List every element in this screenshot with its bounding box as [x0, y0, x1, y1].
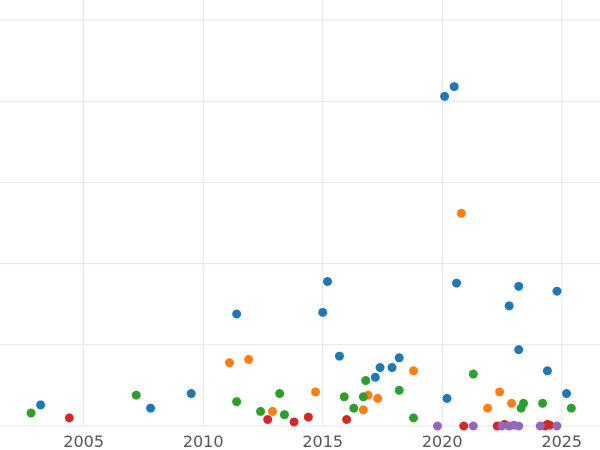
data-point	[358, 405, 368, 415]
data-point	[514, 281, 524, 291]
data-point	[409, 366, 419, 376]
data-point	[370, 372, 380, 382]
data-point	[456, 208, 466, 218]
data-point	[64, 413, 74, 423]
data-point	[459, 421, 469, 431]
data-point	[131, 390, 141, 400]
data-point	[483, 403, 493, 413]
data-point	[318, 307, 328, 317]
data-point	[256, 406, 266, 416]
data-point	[146, 403, 156, 413]
data-point	[26, 408, 36, 418]
data-point	[334, 351, 344, 361]
data-point	[432, 421, 442, 431]
x-tick-label: 2015	[302, 432, 343, 450]
points-layer	[26, 82, 576, 431]
data-point	[375, 363, 385, 373]
data-point	[538, 398, 548, 408]
data-point	[186, 389, 196, 399]
data-point	[440, 91, 450, 101]
data-point	[442, 393, 452, 403]
grid-layer	[0, 0, 600, 427]
data-point	[566, 403, 576, 413]
data-point	[244, 354, 254, 364]
data-point	[342, 415, 352, 425]
data-point	[495, 387, 505, 397]
data-point	[552, 286, 562, 296]
x-tick-labels: 2005 2010 2015 2020 2025	[63, 432, 582, 450]
data-point	[452, 278, 462, 288]
data-point	[516, 403, 526, 413]
data-point	[394, 353, 404, 363]
data-point	[514, 345, 524, 355]
data-point	[349, 403, 359, 413]
data-point	[268, 406, 278, 416]
data-point	[535, 421, 545, 431]
data-point	[224, 358, 234, 368]
data-point	[311, 387, 321, 397]
data-point	[289, 417, 299, 427]
data-point	[303, 412, 313, 422]
data-point	[449, 82, 459, 92]
x-tick-label: 2025	[541, 432, 582, 450]
data-point	[36, 400, 46, 410]
x-tick-label: 2020	[422, 432, 463, 450]
data-point	[339, 392, 349, 402]
data-point	[358, 392, 368, 402]
data-point	[394, 385, 404, 395]
data-point	[409, 413, 419, 423]
data-point	[322, 276, 332, 286]
data-point	[545, 420, 555, 430]
data-point	[504, 301, 514, 311]
data-point	[507, 398, 517, 408]
data-point	[232, 309, 242, 319]
x-tick-label: 2005	[63, 432, 104, 450]
data-point	[387, 363, 397, 373]
data-point	[279, 410, 289, 420]
data-point	[275, 389, 285, 399]
data-point	[232, 397, 242, 407]
data-point	[552, 421, 562, 431]
data-point	[497, 421, 507, 431]
data-point	[514, 421, 524, 431]
data-point	[468, 369, 478, 379]
x-tick-label: 2010	[183, 432, 224, 450]
data-point	[562, 389, 572, 399]
data-point	[542, 366, 552, 376]
data-point	[361, 376, 371, 386]
data-point	[373, 393, 383, 403]
data-point	[468, 421, 478, 431]
data-point	[263, 415, 273, 425]
